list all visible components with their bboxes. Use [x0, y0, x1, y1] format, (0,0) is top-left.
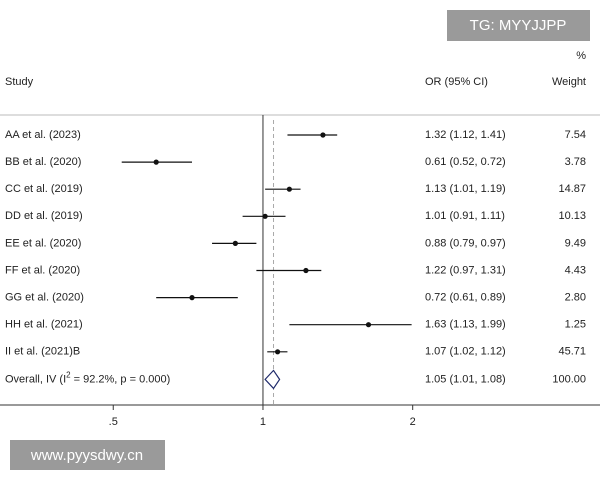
point-estimate	[320, 132, 326, 138]
header-weight: Weight	[552, 76, 586, 88]
ci-label: 1.22 (0.97, 1.31)	[425, 264, 506, 276]
site-box	[10, 440, 165, 470]
study-name: EE et al. (2020)	[5, 237, 81, 249]
weight-label: 14.87	[558, 183, 586, 195]
weight-label: 7.54	[565, 129, 586, 141]
header-weight-unit: %	[576, 50, 586, 62]
ci-label: 1.07 (1.02, 1.12)	[425, 346, 506, 358]
x-tick-label: 1	[260, 416, 266, 428]
plot-area: .5 1 2 AA et al. (2023) 1.32 (1.12, 1.41) 7.5…	[5, 115, 586, 428]
weight-label: 3.78	[565, 156, 586, 168]
ci-label: 0.72 (0.61, 0.89)	[425, 292, 506, 304]
ci-label: 1.13 (1.01, 1.19)	[425, 183, 506, 195]
study-name: DD et al. (2019)	[5, 210, 83, 222]
ci-label: 0.61 (0.52, 0.72)	[425, 156, 506, 168]
weight-label: 10.13	[558, 210, 586, 222]
overall-label-end: = 92.2%, p = 0.000)	[71, 373, 171, 385]
study-name: CC et al. (2019)	[5, 183, 83, 195]
overall-label: Overall, IV (I2 = 92.2%, p = 0.000)	[5, 370, 170, 385]
overall-label-start: Overall, IV (I	[5, 373, 66, 385]
x-tick-label: .5	[109, 416, 118, 428]
overall-label-sup: 2	[66, 370, 71, 379]
banner-text: TG: MYYJJPP	[470, 17, 567, 34]
ci-label: 1.63 (1.13, 1.99)	[425, 319, 506, 331]
study-name: II et al. (2021)B	[5, 346, 80, 358]
weight-label: 1.25	[565, 319, 586, 331]
point-estimate	[189, 295, 195, 301]
ci-label: 1.32 (1.12, 1.41)	[425, 129, 506, 141]
overall-diamond	[264, 369, 281, 390]
ci-label: 0.88 (0.79, 0.97)	[425, 237, 506, 249]
header-ci: OR (95% CI)	[425, 76, 488, 88]
weight-label: 9.49	[565, 237, 586, 249]
weight-label: 45.71	[558, 346, 586, 358]
study-name: FF et al. (2020)	[5, 264, 80, 276]
study-name: GG et al. (2020)	[5, 292, 84, 304]
study-name: AA et al. (2023)	[5, 129, 81, 141]
point-estimate	[232, 240, 238, 246]
study-name: HH et al. (2021)	[5, 319, 83, 331]
point-estimate	[365, 322, 372, 328]
x-tick-label: 2	[410, 416, 416, 428]
point-estimate	[274, 349, 281, 355]
ci-label: 1.01 (0.91, 1.11)	[425, 210, 505, 222]
point-estimate	[153, 159, 159, 165]
weight-label: 2.80	[565, 292, 586, 304]
weight-label: 4.43	[565, 264, 586, 276]
point-estimate	[303, 267, 309, 274]
site-text: www.pyysdwy.cn	[30, 447, 143, 464]
study-name: BB et al. (2020)	[5, 156, 81, 168]
banner-box	[447, 10, 590, 41]
overall-weight-label: 100.00	[552, 373, 586, 385]
overall-ci-label: 1.05 (1.01, 1.08)	[425, 373, 506, 385]
point-estimate	[286, 186, 292, 192]
point-estimate	[262, 213, 268, 219]
header-study: Study	[5, 76, 34, 88]
